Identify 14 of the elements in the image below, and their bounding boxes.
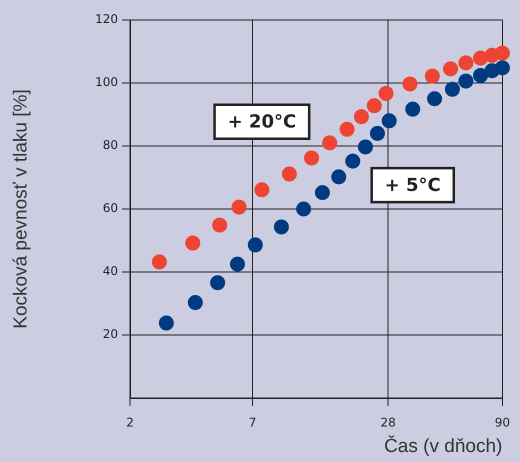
x-tick-label: 90 [494, 415, 510, 430]
x-tick-label: 28 [380, 415, 396, 430]
x-tick-label: 7 [248, 415, 256, 430]
y-tick-label: 80 [102, 138, 118, 152]
y-tick-label: 100 [95, 75, 118, 90]
series-label: + 20°C [228, 111, 296, 132]
series-label: + 5°C [384, 174, 441, 196]
y-tick-label: 20 [102, 327, 118, 342]
y-tick-label: 120 [95, 12, 118, 26]
x-tick-label: 2 [126, 415, 134, 430]
y-axis-title: Kocková pevnosť v tlaku [%] [10, 89, 32, 329]
y-tick-label: 60 [102, 201, 118, 216]
x-axis-title: Čas (v dňoch) [384, 434, 502, 457]
y-tick-label: 40 [102, 264, 118, 278]
